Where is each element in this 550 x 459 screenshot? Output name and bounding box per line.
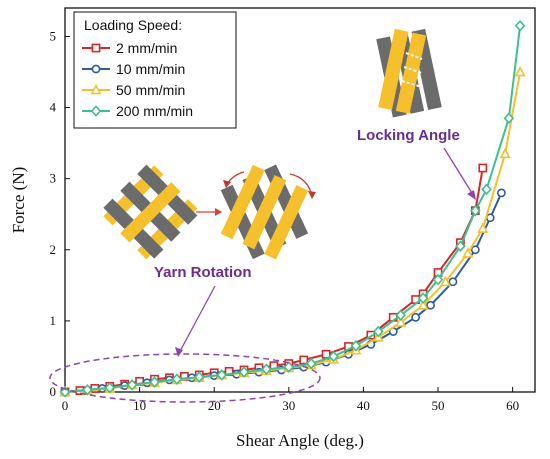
legend-label-1: 10 mm/min <box>116 61 185 77</box>
x-tick-label-0: 0 <box>62 398 69 413</box>
series-2-point-15 <box>395 316 407 327</box>
series-3-point-11 <box>305 357 317 370</box>
legend-items: 2 mm/min 10 mm/min 50 mm/min 200 mm/min <box>82 40 193 119</box>
x-tick-label-4: 40 <box>357 398 370 413</box>
legend: Loading Speed: 2 mm/min 10 mm/min 50 mm/mi… <box>73 11 237 129</box>
x-tick-label-1: 10 <box>133 398 146 413</box>
series-3-point-4 <box>149 376 160 388</box>
legend-swatch-marker-2 <box>90 83 102 95</box>
locking-angle-label: Locking Angle <box>357 127 460 144</box>
series-1-point-18 <box>448 277 458 287</box>
legend-item-0: 2 mm/min <box>82 40 177 56</box>
legend-label-2: 50 mm/min <box>116 82 185 98</box>
legend-swatch-marker-3 <box>90 105 102 117</box>
series-3-point-9 <box>261 363 272 376</box>
series-2-point-20 <box>499 147 511 159</box>
yarn-diagram-locked <box>376 28 442 118</box>
yarn-rotation-ellipse <box>49 353 321 403</box>
series-2-point-16 <box>417 299 429 310</box>
series-3-point-12 <box>328 350 339 363</box>
legend-item-2: 50 mm/min <box>82 82 185 98</box>
legend-item-3: 200 mm/min <box>82 103 193 119</box>
series-3-point-16 <box>417 292 429 304</box>
series-0-point-16 <box>299 355 309 365</box>
legend-item-1: 10 mm/min <box>82 61 185 77</box>
series-3-point-1 <box>82 384 93 396</box>
plot-frame <box>64 7 536 393</box>
series-3-point-0 <box>59 386 71 398</box>
series-1-point-17 <box>426 300 435 310</box>
series-3-point-15 <box>395 309 406 321</box>
rotation-arc-right-head <box>308 191 316 199</box>
series-3-point-20 <box>481 183 492 196</box>
yarn-rotation-arrowhead <box>175 347 183 357</box>
series-2-point-17 <box>439 275 451 287</box>
locking-angle-arrowhead <box>467 190 476 200</box>
series-3-point-19 <box>470 204 481 217</box>
y-axis-title: Force (N) <box>9 167 28 234</box>
locking-angle-arrow <box>443 147 476 199</box>
series-3-point-10 <box>283 361 295 373</box>
y-tick-label-1: 1 <box>50 313 57 328</box>
legend-label-3: 200 mm/min <box>116 103 193 119</box>
y-tick-label-5: 5 <box>50 28 57 43</box>
x-tick-label-2: 20 <box>208 398 221 413</box>
yarn-rotation-label: Yarn Rotation <box>154 264 252 281</box>
x-tick-label-5: 50 <box>432 398 445 413</box>
series-3-point-22 <box>514 19 526 32</box>
series-0-point-17 <box>321 349 331 359</box>
x-axis-title: Shear Angle (deg.) <box>236 431 364 450</box>
y-tick-label-0: 0 <box>50 384 57 399</box>
series-3-point-3 <box>126 379 138 391</box>
y-tick-label-4: 4 <box>50 100 57 115</box>
series-3-point-8 <box>238 366 250 378</box>
rotation-arc-left-head <box>223 180 231 188</box>
x-tick-label-3: 30 <box>282 398 295 413</box>
series-1-point-19 <box>470 245 480 255</box>
legend-title: Loading Speed: <box>84 17 182 33</box>
yarn-diagram-rotated <box>220 164 309 260</box>
series-1-point-21 <box>497 188 506 198</box>
series-2-point-19 <box>477 222 489 233</box>
y-tick-label-2: 2 <box>50 242 57 257</box>
yarn-diagram-initial <box>103 164 198 260</box>
legend-label-0: 2 mm/min <box>116 40 177 56</box>
axis-ticks: 0 10 20 30 40 50 60 0 1 2 3 4 5 <box>50 28 520 413</box>
plot-frame-group <box>64 7 536 393</box>
rotation-step-arrowhead <box>215 208 222 216</box>
series-3-point-7 <box>216 369 227 381</box>
legend-swatch-marker-0 <box>91 43 101 53</box>
yarn-rotation-arrow <box>177 285 216 356</box>
series-3-point-21 <box>503 112 515 125</box>
series-3-point-18 <box>455 240 466 253</box>
y-tick-label-3: 3 <box>50 171 57 186</box>
series-0-point-26 <box>478 163 488 173</box>
series-1-point-16 <box>411 312 421 322</box>
series-3-point-17 <box>432 273 444 286</box>
series-group <box>59 19 526 398</box>
series-3-point-6 <box>194 371 205 383</box>
series-2-point-18 <box>462 247 474 258</box>
series-2-point-21 <box>514 65 526 77</box>
legend-swatch-marker-1 <box>91 64 101 74</box>
series-3 <box>59 19 526 398</box>
series-3-point-2 <box>104 381 116 394</box>
x-tick-label-6: 60 <box>506 398 519 413</box>
series-3-point-5 <box>171 373 183 385</box>
series-3-point-14 <box>373 325 384 338</box>
series-3-point-13 <box>350 339 362 352</box>
